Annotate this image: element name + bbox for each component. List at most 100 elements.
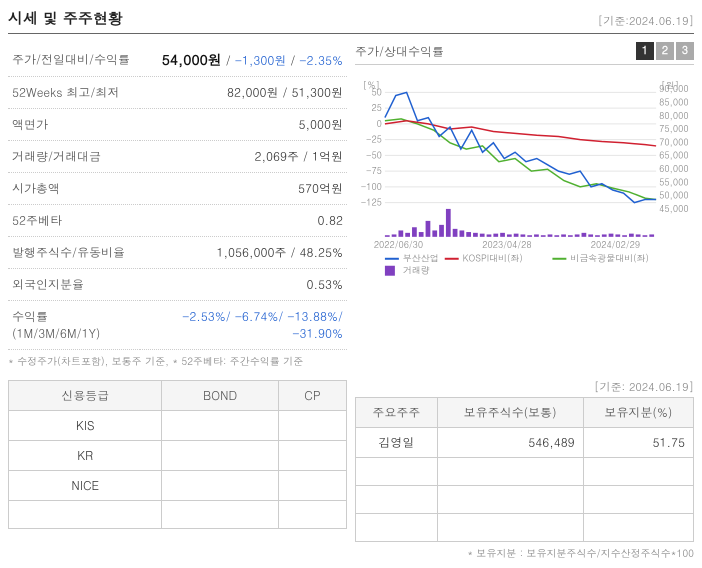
table-row: KR [9, 441, 347, 471]
quote-table: 주가/전일대비/수익률54,000원 / -1,300원 / -2.35%52W… [8, 42, 347, 350]
cell [278, 471, 346, 501]
cell [162, 501, 278, 529]
row-value: -2.53%/ -6.74%/ -13.88%/ -31.90% [140, 301, 347, 350]
footer-note: * 보유지분 : 보유지분주식수/지수산정주식수*100 [355, 542, 694, 560]
table-row: NICE [9, 471, 347, 501]
table-row: 외국인지분율0.53% [8, 269, 347, 301]
chart-title: 주가/상대수익률 [355, 43, 444, 60]
cell [162, 471, 278, 501]
cell [162, 441, 278, 471]
svg-text:50: 50 [371, 85, 381, 98]
svg-text:25: 25 [371, 101, 381, 114]
table-row [356, 514, 694, 542]
cell [437, 458, 583, 486]
svg-text:2022/06/30: 2022/06/30 [374, 238, 423, 251]
svg-text:-75: -75 [366, 164, 382, 177]
row-label: 수익률 (1M/3M/6M/1Y) [8, 301, 140, 350]
cell [356, 458, 438, 486]
cell [437, 514, 583, 542]
chart-svg: [%][원]50250-25-50-75-100-12590,00085,000… [355, 69, 694, 289]
table-row: 발행주식수/유동비율1,056,000주 / 48.25% [8, 237, 347, 269]
svg-text:0: 0 [377, 117, 382, 130]
row-value: 570억원 [140, 173, 347, 205]
svg-text:-100: -100 [361, 180, 382, 193]
table-row: 거래량/거래대금2,069주 / 1억원 [8, 141, 347, 173]
tab-2[interactable]: 2 [656, 42, 674, 60]
table-row: 액면가5,000원 [8, 109, 347, 141]
col-header: 보유지분(%) [583, 398, 693, 428]
table-row [356, 486, 694, 514]
cell: 51.75 [583, 428, 693, 458]
row-value: 1,056,000주 / 48.25% [140, 237, 347, 269]
row-label: 액면가 [8, 109, 140, 141]
row-value: 0.82 [140, 205, 347, 237]
row-label: 거래량/거래대금 [8, 141, 140, 173]
header-date: [기준:2024.06.19] [598, 14, 694, 29]
table-row: 52주베타0.82 [8, 205, 347, 237]
cell [437, 486, 583, 514]
table-row [9, 501, 347, 529]
cell: KIS [9, 411, 162, 441]
svg-text:80,000: 80,000 [659, 109, 689, 122]
cell: 김영일 [356, 428, 438, 458]
svg-text:-125: -125 [361, 196, 382, 209]
col-header: 주요주주 [356, 398, 438, 428]
title-b: 및 주주현황 [43, 8, 123, 29]
svg-text:60,000: 60,000 [659, 162, 689, 175]
col-header: 보유주식수(보통) [437, 398, 583, 428]
svg-text:65,000: 65,000 [659, 149, 689, 162]
tab-1[interactable]: 1 [636, 42, 654, 60]
table-row: KIS [9, 411, 347, 441]
chart-panel: 주가/상대수익률 123 [%][원]50250-25-50-75-100-12… [355, 42, 694, 372]
svg-text:2023/04/28: 2023/04/28 [482, 238, 531, 251]
table-row [356, 458, 694, 486]
svg-text:70,000: 70,000 [659, 135, 689, 148]
svg-text:거래량: 거래량 [403, 264, 430, 277]
cell [583, 458, 693, 486]
row-label: 발행주식수/유동비율 [8, 237, 140, 269]
cell [9, 501, 162, 529]
svg-text:45,000: 45,000 [659, 202, 689, 215]
cell [583, 514, 693, 542]
col-header: BOND [162, 381, 278, 411]
svg-text:-50: -50 [366, 148, 382, 161]
row-label: 외국인지분율 [8, 269, 140, 301]
cell [278, 501, 346, 529]
row-label: 52Weeks 최고/최저 [8, 77, 140, 109]
credit-panel: 신용등급BONDCP KISKRNICE [8, 380, 347, 560]
table-row: 52Weeks 최고/최저82,000원 / 51,300원 [8, 77, 347, 109]
svg-text:비금속광물대비(좌): 비금속광물대비(좌) [570, 252, 648, 265]
shareholder-panel: [기준: 2024.06.19] 주요주주보유주식수(보통)보유지분(%) 김영… [355, 380, 694, 560]
svg-text:55,000: 55,000 [659, 175, 689, 188]
cell [583, 486, 693, 514]
quote-panel: 주가/전일대비/수익률54,000원 / -1,300원 / -2.35%52W… [8, 42, 347, 372]
title-a: 시세 [8, 8, 38, 29]
row-label: 52주베타 [8, 205, 140, 237]
quote-note: * 수정주가(차트포함), 보통주 기준, * 52주베타: 주간수익률 기준 [8, 350, 347, 372]
section-title: 시세 및 주주현황 [8, 8, 123, 29]
row-value: 82,000원 / 51,300원 [140, 77, 347, 109]
tab-3[interactable]: 3 [676, 42, 694, 60]
table-row: 주가/전일대비/수익률54,000원 / -1,300원 / -2.35% [8, 42, 347, 77]
shareholder-table: 주요주주보유주식수(보통)보유지분(%) 김영일546,48951.75 [355, 397, 694, 542]
col-header: 신용등급 [9, 381, 162, 411]
table-row: 시가총액570억원 [8, 173, 347, 205]
svg-text:75,000: 75,000 [659, 122, 689, 135]
chart-area: [%][원]50250-25-50-75-100-12590,00085,000… [355, 69, 694, 289]
cell: KR [9, 441, 162, 471]
table-row: 수익률 (1M/3M/6M/1Y)-2.53%/ -6.74%/ -13.88%… [8, 301, 347, 350]
cell [356, 514, 438, 542]
svg-text:KOSPI대비(좌): KOSPI대비(좌) [463, 252, 523, 265]
svg-text:85,000: 85,000 [659, 96, 689, 109]
row-value: 0.53% [140, 269, 347, 301]
row-value: 5,000원 [140, 109, 347, 141]
table-row: 김영일546,48951.75 [356, 428, 694, 458]
row-value: 54,000원 / -1,300원 / -2.35% [140, 42, 347, 77]
col-header: CP [278, 381, 346, 411]
svg-text:2024/02/29: 2024/02/29 [591, 238, 640, 251]
row-label: 시가총액 [8, 173, 140, 205]
svg-text:50,000: 50,000 [659, 189, 689, 202]
chart-tabs: 123 [636, 42, 694, 60]
cell [356, 486, 438, 514]
cell: 546,489 [437, 428, 583, 458]
